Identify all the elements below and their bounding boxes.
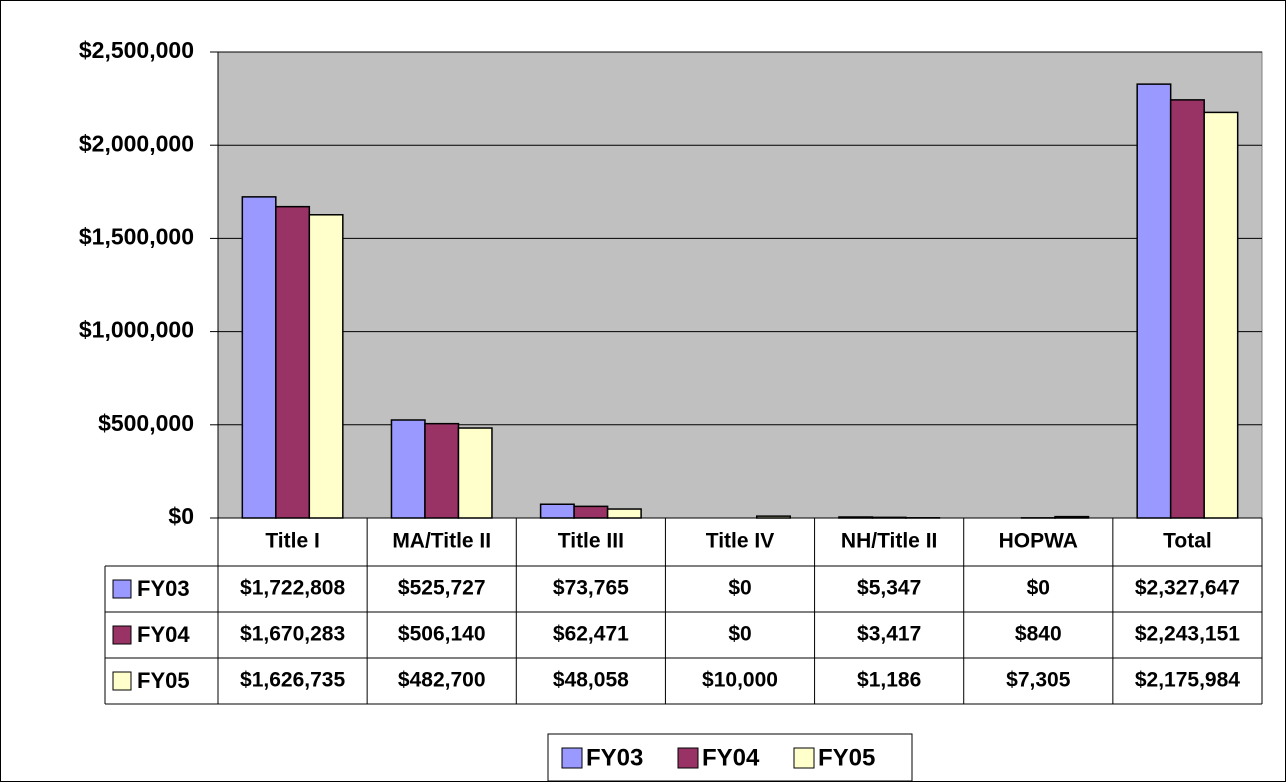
table-cell: $1,722,808 [240,577,345,600]
table-cell: $3,417 [857,623,921,646]
table-cell: $0 [1027,577,1050,600]
table-cell: $482,700 [398,669,486,692]
bar [241,196,277,519]
table-cell: $1,626,735 [240,669,345,692]
y-tick-label: $1,000,000 [79,317,194,343]
table-legend-key [112,579,132,599]
y-tick-label: $0 [168,503,194,529]
x-tick-label: NH/Title II [841,530,937,553]
legend-label: FY04 [702,744,760,771]
bar [390,419,426,519]
table-legend-label: FY04 [137,622,190,647]
table-cell: $2,175,984 [1135,669,1240,692]
x-tick-label: MA/Title II [392,530,491,553]
x-tick-label: Title III [558,530,624,553]
table-legend-key [112,671,132,691]
legend-key [677,747,699,769]
table-cell: $0 [728,623,751,646]
y-tick-label: $500,000 [98,410,194,436]
y-tick-label: $2,000,000 [79,130,194,156]
table-cell: $48,058 [553,669,629,692]
table-cell: $506,140 [398,623,486,646]
y-tick-label: $1,500,000 [79,223,194,249]
legend-key [561,747,583,769]
bar [1136,83,1172,519]
table-cell: $7,305 [1006,669,1071,692]
bar [1203,111,1239,519]
bar [275,205,311,519]
legend-box [547,733,913,782]
table-cell: $10,000 [702,669,778,692]
table-cell: $5,347 [857,577,921,600]
table-cell: $840 [1015,623,1062,646]
bar [573,505,609,519]
bar [539,503,575,519]
bar [606,508,642,519]
y-tick-label: $2,500,000 [79,37,194,63]
legend-key [793,747,815,769]
table-legend-label: FY05 [137,668,190,693]
x-tick-label: HOPWA [999,530,1078,553]
table-cell: $62,471 [553,623,629,646]
x-tick-label: Title I [265,530,319,553]
table-legend-label: FY03 [137,576,190,601]
x-tick-label: Total [1163,530,1212,553]
x-tick-label: Title IV [706,530,774,553]
bar [457,427,493,519]
table-cell: $2,243,151 [1135,623,1240,646]
bar [308,214,344,519]
table-legend-key [112,625,132,645]
bar [1169,99,1205,519]
table-cell: $525,727 [398,577,486,600]
table-cell: $1,186 [857,669,921,692]
legend-label: FY03 [586,744,643,771]
table-cell: $1,670,283 [240,623,345,646]
bar [424,422,460,519]
table-cell: $73,765 [553,577,629,600]
legend-label: FY05 [818,744,875,771]
plot-area [217,51,1263,519]
table-cell: $0 [728,577,751,600]
table-cell: $2,327,647 [1135,577,1240,600]
